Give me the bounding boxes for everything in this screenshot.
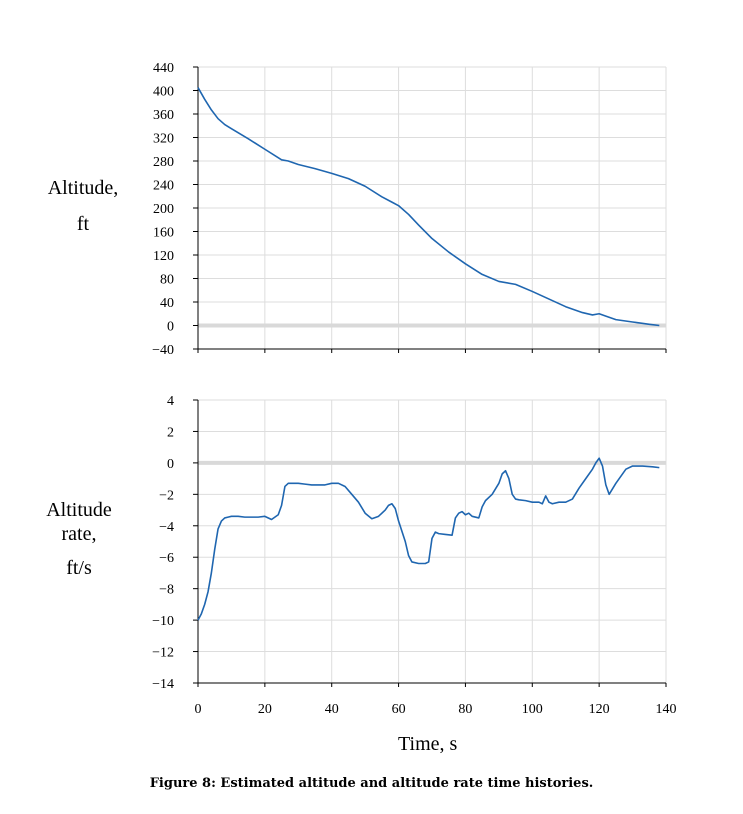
altitude-y-tick-label: 440 [153,61,174,76]
altitude-rate-y-tick-label: −4 [159,520,174,535]
altitude-rate-y-tick-label: −2 [159,488,174,503]
altitude-rate-y-axis-label-line-3: ft/s [66,557,92,579]
altitude-rate-y-tick-label: −10 [152,614,174,629]
altitude-rate-y-tick-label: −12 [152,646,174,661]
altitude-y-tick-label: 240 [153,179,174,194]
altitude-rate-series-line [197,457,660,621]
altitude-y-tick-label: 40 [160,296,174,311]
altitude-rate-plot: 420−2−4−6−8−10−12−140 20 40 60 80 100 120 140 [152,394,676,717]
altitude-y-tick-label: 200 [153,202,174,217]
altitude-rate-y-tick-label: 0 [167,457,174,472]
altitude-rate-y-axis-label-line-2: rate, [61,523,97,545]
x-tick-label: 40 [325,702,339,717]
x-tick-label: 140 [656,702,677,717]
altitude-rate-y-tick-label: 2 [167,425,174,440]
altitude-y-axis-label: Altitude, ft [28,176,138,236]
altitude-y-tick-label: 160 [153,226,174,241]
x-tick-label: 120 [589,702,610,717]
altitude-y-tick-label: 80 [160,273,174,288]
altitude-y-tick-label: 400 [153,85,174,100]
x-tick-label: 0 [195,702,202,717]
altitude-rate-y-axis-label: Altitude rate, ft/s [24,498,134,580]
altitude-y-tick-label: 0 [167,320,174,335]
altitude-y-axis-label-line-1: Altitude, [47,177,119,199]
x-tick-label: 60 [392,702,406,717]
figure-caption: Figure 8: Estimated altitude and altitud… [149,776,594,791]
altitude-y-tick-label: −40 [152,343,174,358]
x-tick-label: 100 [522,702,543,717]
altitude-series-line [197,87,660,327]
x-tick-label: 80 [458,702,472,717]
altitude-y-tick-label: 360 [153,108,174,123]
altitude-rate-y-tick-label: −14 [152,677,174,692]
altitude-rate-y-tick-label: −6 [159,551,174,566]
x-tick-label: 20 [258,702,272,717]
altitude-y-tick-label: 320 [153,132,174,147]
altitude-y-tick-label: 280 [153,155,174,170]
altitude-y-axis-label-line-2: ft [76,213,90,235]
altitude-rate-y-tick-label: 4 [167,394,174,409]
altitude-y-tick-label: 120 [153,249,174,264]
altitude-rate-y-axis-label-line-1: Altitude [46,499,112,521]
altitude-rate-y-tick-label: −8 [159,583,174,598]
x-axis-label: Time, s [398,733,458,755]
